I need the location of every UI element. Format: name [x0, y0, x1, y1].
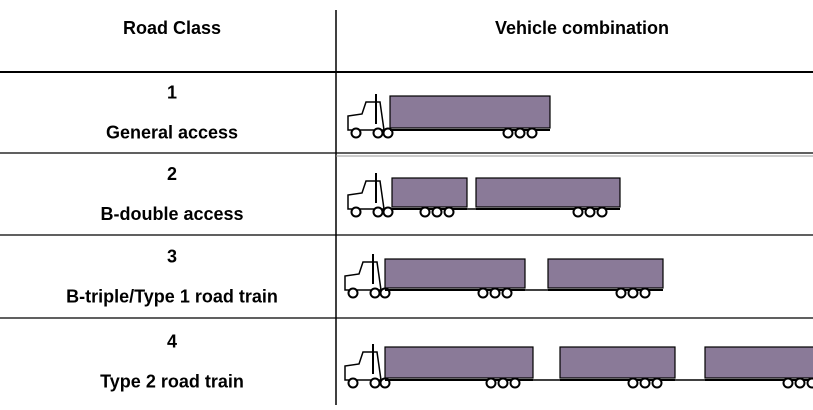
- wheel: [479, 289, 488, 298]
- wheel: [574, 208, 583, 217]
- wheel: [528, 129, 537, 138]
- wheel: [504, 129, 513, 138]
- road-class-name: Type 2 road train: [100, 372, 244, 392]
- wheel: [352, 208, 361, 217]
- wheel: [641, 379, 650, 388]
- trailer: [705, 347, 813, 378]
- trailer: [548, 259, 663, 288]
- wheel: [384, 208, 393, 217]
- wheel: [511, 379, 520, 388]
- wheel: [629, 289, 638, 298]
- wheel: [374, 129, 383, 138]
- wheel: [653, 379, 662, 388]
- wheel: [433, 208, 442, 217]
- road-class-number: 4: [167, 332, 177, 352]
- header-cell: Road Class: [123, 18, 221, 38]
- wheel: [503, 289, 512, 298]
- road-class-number: 2: [167, 164, 177, 184]
- header-cell: Vehicle combination: [495, 18, 669, 38]
- truck-illustration: [345, 254, 663, 298]
- wheel: [421, 208, 430, 217]
- wheel: [371, 289, 380, 298]
- wheel: [374, 208, 383, 217]
- wheel: [349, 289, 358, 298]
- wheel: [371, 379, 380, 388]
- wheel: [629, 379, 638, 388]
- wheel: [586, 208, 595, 217]
- wheel: [516, 129, 525, 138]
- wheel: [598, 208, 607, 217]
- wheel: [617, 289, 626, 298]
- road-class-table: Road Class Vehicle combination 1 General …: [0, 0, 813, 405]
- trailer: [392, 178, 467, 207]
- road-class-name: General access: [106, 123, 238, 143]
- wheel: [487, 379, 496, 388]
- wheel: [349, 379, 358, 388]
- wheel: [641, 289, 650, 298]
- wheel: [445, 208, 454, 217]
- road-class-name: B-double access: [100, 204, 243, 224]
- trailer: [560, 347, 675, 378]
- wheel: [491, 289, 500, 298]
- road-class-name: B-triple/Type 1 road train: [66, 287, 278, 307]
- road-class-number: 3: [167, 247, 177, 267]
- wheel: [808, 379, 813, 388]
- trailer: [385, 347, 533, 378]
- wheel: [499, 379, 508, 388]
- truck-illustration: [345, 344, 813, 388]
- trailer: [385, 259, 525, 288]
- wheel: [352, 129, 361, 138]
- trailer: [476, 178, 620, 207]
- road-class-number: 1: [167, 83, 177, 103]
- trailer: [390, 96, 550, 128]
- wheel: [784, 379, 793, 388]
- wheel: [796, 379, 805, 388]
